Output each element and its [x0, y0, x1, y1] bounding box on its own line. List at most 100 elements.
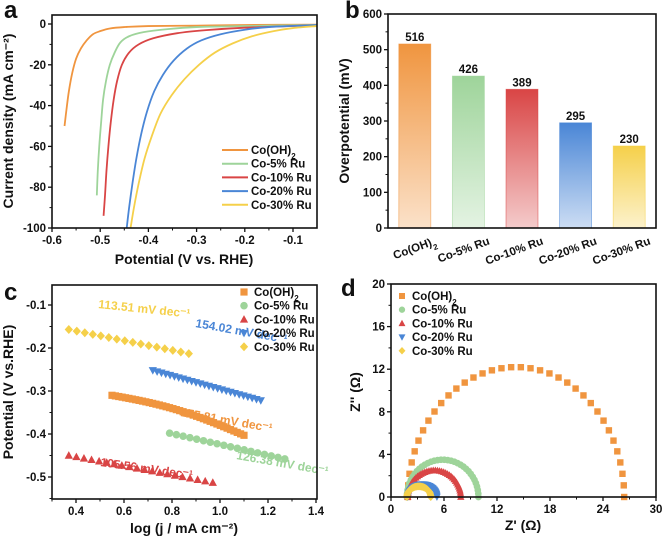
- marker-triangle-up: [87, 455, 96, 464]
- bar: [398, 43, 432, 229]
- marker-square: [600, 417, 607, 424]
- marker-diamond: [72, 326, 81, 336]
- marker-square: [527, 365, 534, 372]
- marker-diamond: [176, 347, 185, 357]
- marker-triangle-up: [79, 454, 89, 462]
- y-tick-label: -0.3: [26, 386, 46, 398]
- marker-square: [408, 459, 415, 466]
- marker-square: [555, 374, 562, 381]
- legend-label: Co-30% Ru: [412, 346, 473, 358]
- marker-triangle-up: [117, 461, 126, 469]
- legend-label: Co-5% Ru: [254, 301, 308, 313]
- marker-square: [461, 379, 468, 386]
- y-tick-label: -0.4: [26, 429, 46, 441]
- marker-square: [605, 427, 613, 434]
- marker-circle: [179, 432, 187, 440]
- marker-triangle-up: [185, 473, 195, 482]
- marker-diamond: [80, 328, 89, 338]
- marker-diamond: [104, 333, 113, 343]
- legend-label: Co-20% Ru: [412, 332, 473, 344]
- y-tick-label: -20: [29, 60, 46, 72]
- marker-diamond: [160, 344, 169, 354]
- y-axis-label: Overpotential (mV): [336, 58, 352, 183]
- y-tick-label: 400: [363, 80, 382, 92]
- marker-square: [517, 364, 525, 371]
- marker-square: [498, 365, 505, 372]
- bar-value-label: 230: [620, 134, 639, 146]
- marker-square: [445, 392, 452, 399]
- x-tick-label: 18: [544, 504, 557, 516]
- legend-label: Co-30% Ru: [251, 200, 312, 212]
- marker-square: [411, 448, 418, 455]
- marker-square: [470, 374, 477, 381]
- y-axis-label: Potential (V vs.RHE): [0, 325, 16, 460]
- x-tick-label: -0.5: [90, 235, 110, 247]
- panel-label: c: [4, 279, 17, 306]
- marker-circle: [213, 439, 221, 448]
- bar-value-label: 295: [566, 111, 586, 123]
- legend-label: Co-20% Ru: [254, 328, 315, 340]
- marker-triangle-up: [170, 471, 180, 479]
- legend-label: Co-5% Ru: [251, 159, 305, 171]
- marker-triangle-up: [155, 468, 164, 476]
- panel-label: b: [345, 0, 360, 24]
- bar-value-label: 516: [405, 32, 424, 44]
- marker-circle: [165, 429, 174, 437]
- y-tick-label: 0: [379, 492, 385, 504]
- marker-triangle-up: [148, 466, 157, 475]
- marker-triangle-up: [64, 451, 73, 459]
- marker-circle: [253, 449, 262, 457]
- marker-diamond: [398, 347, 406, 355]
- y-tick-label: 600: [363, 9, 382, 21]
- marker-square: [619, 470, 626, 478]
- marker-triangle-up: [201, 476, 210, 485]
- marker-diamond: [152, 342, 161, 352]
- panel-label: a: [4, 0, 18, 24]
- x-tick-label: 0.6: [116, 506, 132, 518]
- marker-triangle-up: [178, 472, 187, 481]
- bar: [451, 75, 485, 229]
- panel-a-chart: -0.6 -0.5 -0.4 -0.3 -0.2 -0.1 0 -20 -40 -60 -80 -10…: [0, 0, 318, 267]
- marker-square: [488, 367, 496, 374]
- bar: [505, 88, 539, 229]
- x-tick-label: 24: [597, 504, 610, 516]
- x-tick-label: -0.1: [283, 235, 303, 247]
- marker-circle: [199, 436, 208, 445]
- marker-diamond: [144, 341, 153, 351]
- marker-triangle-up: [239, 315, 249, 323]
- y-tick-label: 20: [372, 279, 385, 291]
- y-axis-label: Z'' (Ω): [347, 372, 363, 412]
- slope-annotation: 113.51 mV dec⁻¹: [98, 297, 191, 321]
- series-line: [125, 24, 317, 228]
- marker-diamond: [112, 334, 121, 344]
- marker-square: [564, 379, 571, 386]
- marker-circle: [226, 443, 235, 451]
- x-tick-label: 0.4: [68, 506, 85, 518]
- marker-triangle-up: [94, 456, 104, 465]
- marker-triangle-up: [72, 452, 81, 461]
- y-tick-label: 16: [372, 322, 385, 334]
- y-tick-label: -80: [29, 182, 46, 194]
- marker-square: [240, 431, 248, 439]
- series-line: [129, 25, 317, 228]
- marker-circle: [260, 450, 269, 459]
- marker-circle: [267, 452, 276, 460]
- legend-label: Co(OH)2: [412, 291, 457, 307]
- marker-diamond: [136, 339, 145, 349]
- marker-circle: [398, 306, 406, 313]
- marker-triangle-up: [125, 462, 134, 471]
- marker-square: [572, 385, 579, 392]
- marker-diamond: [120, 336, 129, 346]
- marker-triangle-up: [398, 319, 406, 327]
- x-tick-label: 1.2: [260, 506, 276, 518]
- y-tick-label: -0.2: [26, 343, 46, 355]
- legend-label: Co-10% Ru: [254, 314, 315, 326]
- marker-diamond: [168, 345, 177, 355]
- legend-label: Co(OH)2: [251, 145, 296, 161]
- legend-label: Co-10% Ru: [412, 318, 473, 330]
- legend-label: Co(OH)2: [254, 287, 299, 303]
- panel-label: d: [341, 275, 356, 302]
- bar-value-label: 389: [512, 77, 531, 89]
